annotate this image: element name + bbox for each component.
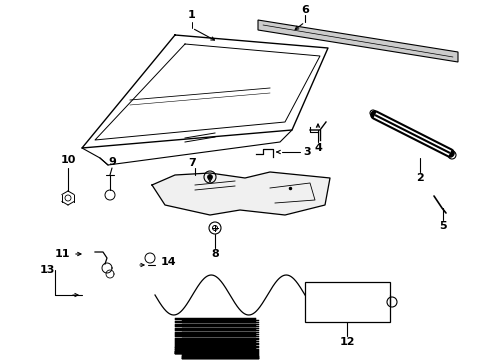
- Circle shape: [207, 175, 212, 180]
- Text: 4: 4: [313, 143, 321, 153]
- Text: 5: 5: [438, 221, 446, 231]
- Text: 3: 3: [303, 147, 310, 157]
- Text: 1: 1: [188, 10, 196, 20]
- Bar: [305, 282, 389, 322]
- Polygon shape: [258, 20, 457, 62]
- Text: 14: 14: [160, 257, 176, 267]
- Text: 8: 8: [211, 249, 219, 259]
- Text: 12: 12: [339, 337, 354, 347]
- Text: 6: 6: [301, 5, 308, 15]
- Text: 2: 2: [415, 173, 423, 183]
- Text: 9: 9: [108, 157, 116, 167]
- Text: 13: 13: [39, 265, 55, 275]
- Text: 11: 11: [54, 249, 70, 259]
- Text: 7: 7: [188, 158, 196, 168]
- Polygon shape: [152, 172, 329, 215]
- Text: 10: 10: [60, 155, 76, 165]
